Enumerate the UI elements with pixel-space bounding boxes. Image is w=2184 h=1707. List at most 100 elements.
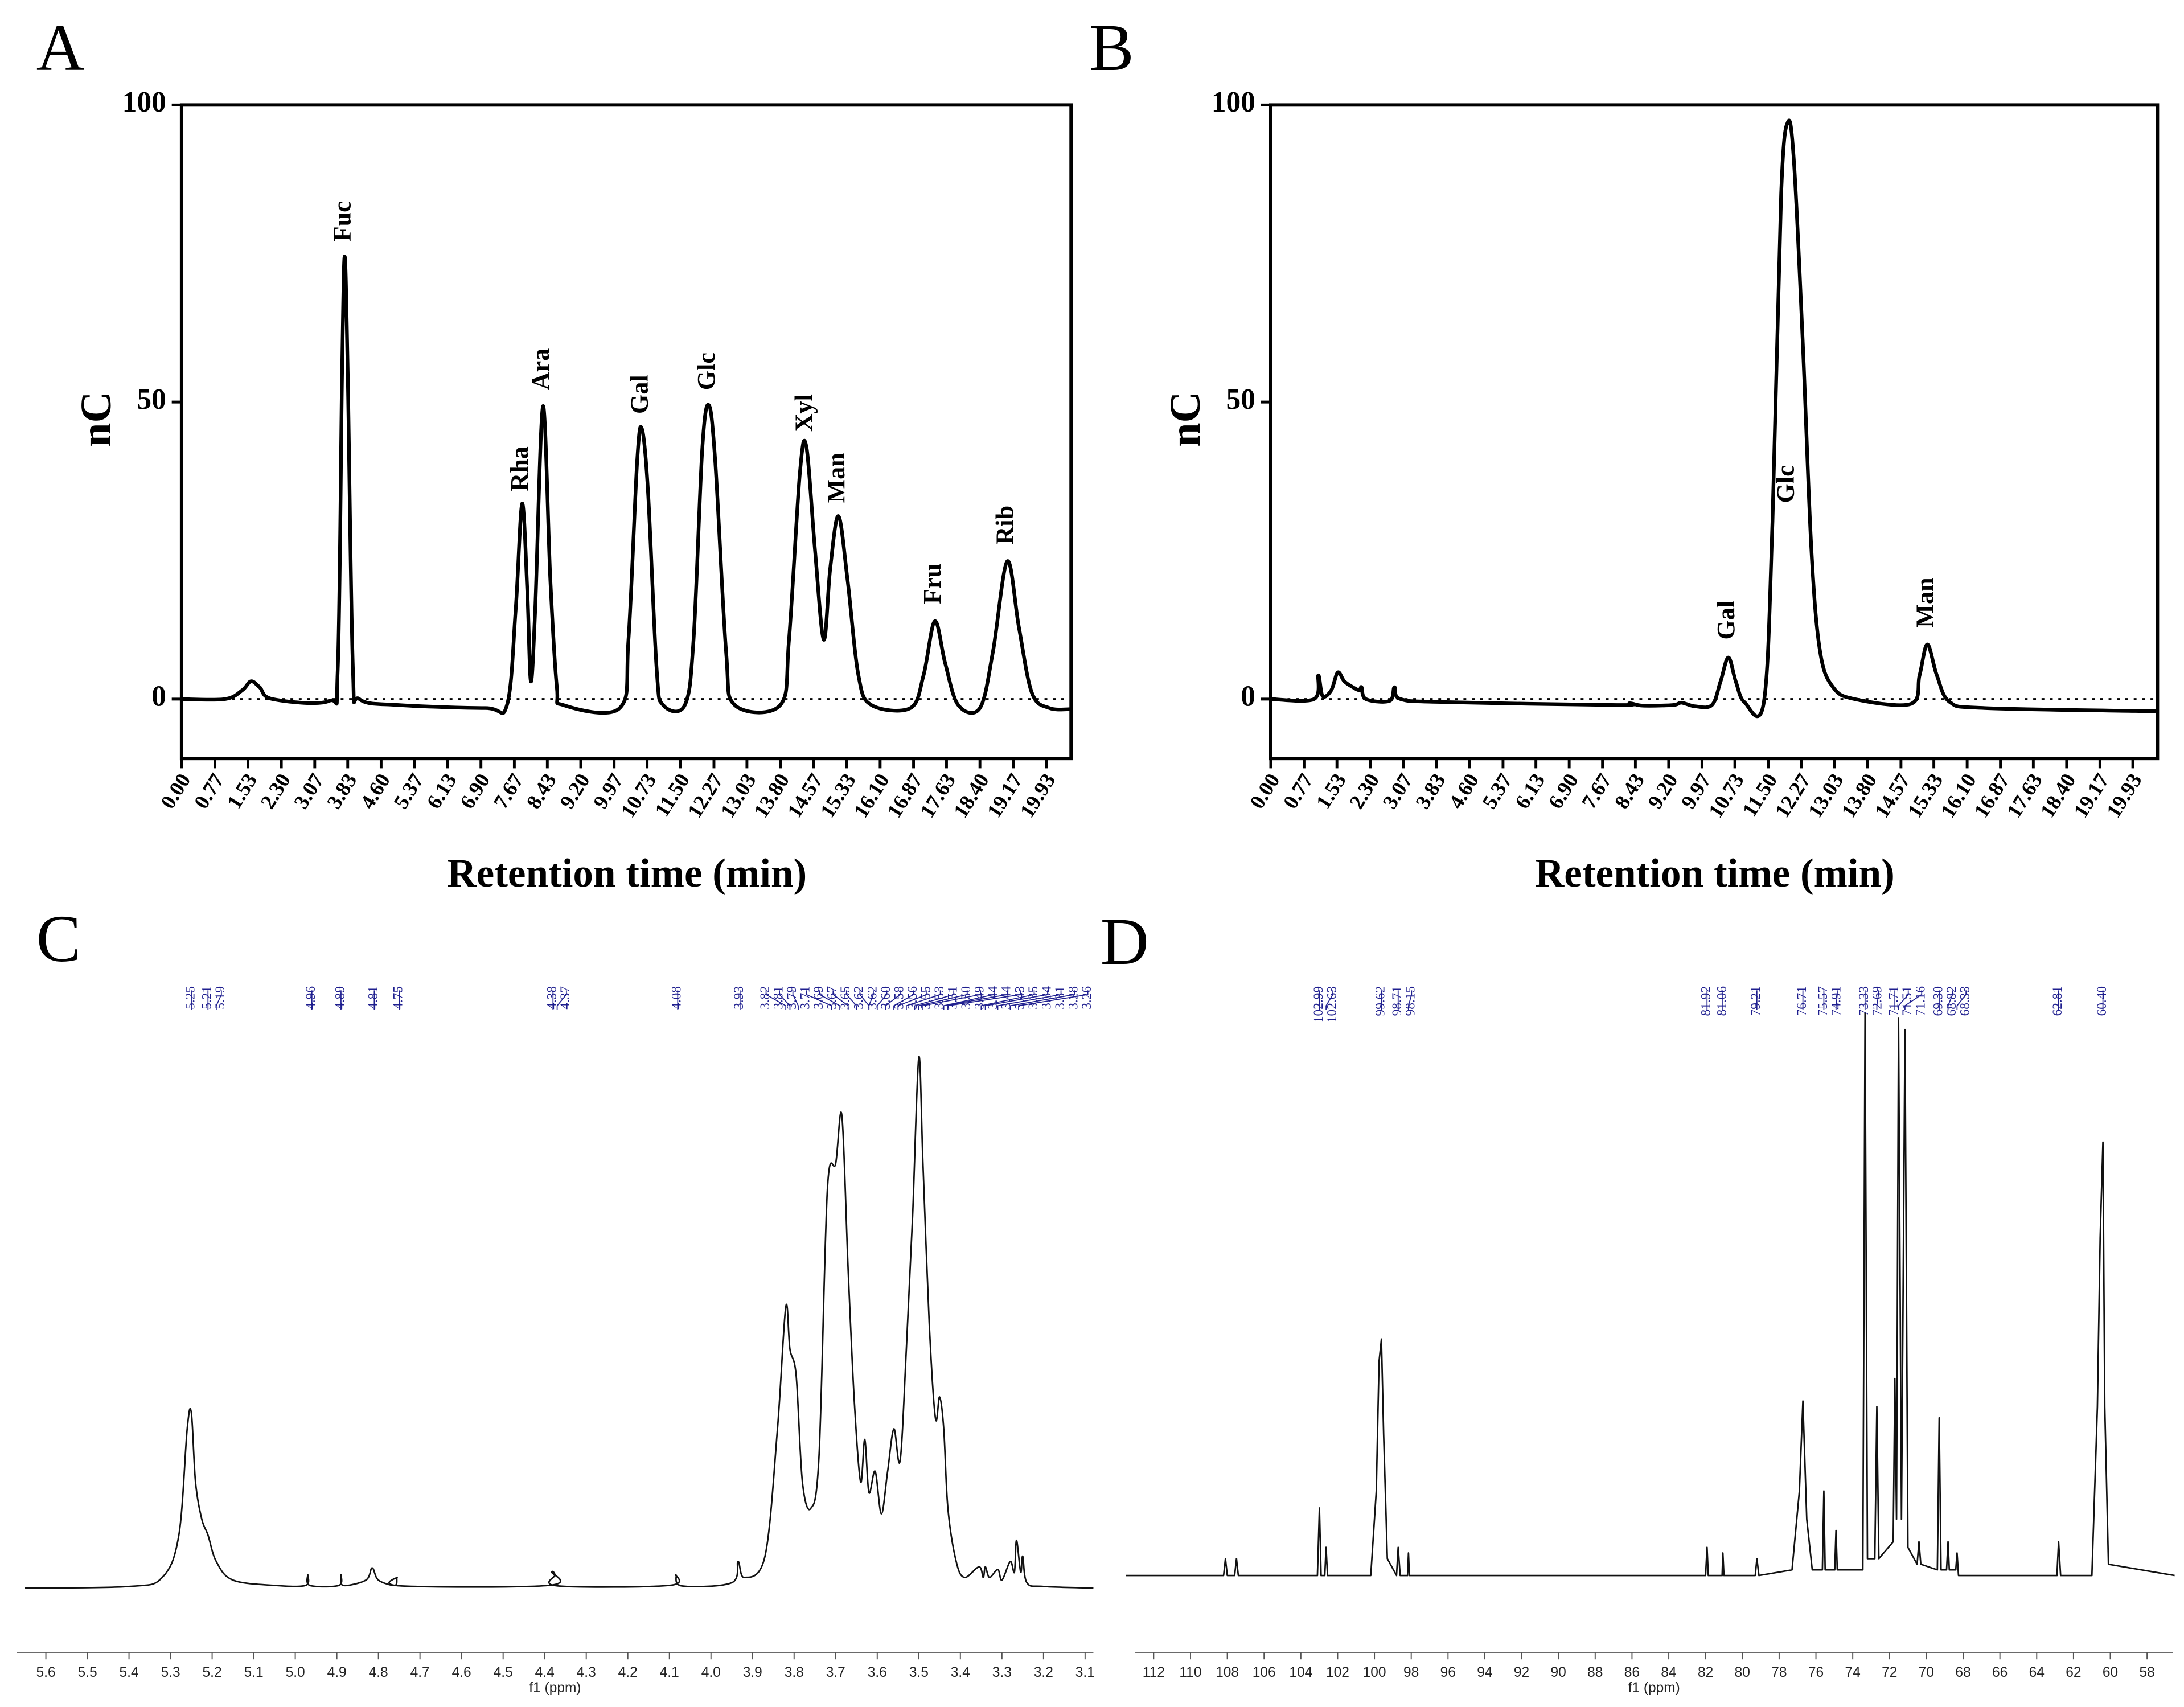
peak-label: 71.71	[1887, 986, 1902, 1016]
y-tick-label: 50	[137, 383, 166, 416]
panel-letter: A	[36, 11, 85, 85]
peak-label: 3.62	[852, 986, 867, 1010]
x-tick-label: 5.6	[36, 1665, 55, 1680]
x-tick-label: 17.63	[916, 769, 960, 822]
peak-connector	[1904, 990, 1923, 1010]
peak-connector	[1018, 990, 1089, 1010]
peak-connector	[1876, 990, 1879, 1010]
x-tick-label: 16.10	[1936, 769, 1981, 822]
peak-label: 3.69	[811, 986, 826, 1010]
x-tick-label: 3.3	[992, 1665, 1012, 1680]
x-tick-label: 6.13	[422, 769, 461, 813]
peak-connector	[819, 990, 840, 1010]
peak-connector	[765, 990, 787, 1010]
peak-label: 79.21	[1748, 986, 1763, 1016]
x-tick-label: 19.93	[2101, 769, 2146, 822]
x-tick-label: 16.10	[849, 769, 894, 822]
y-tick-label: 0	[151, 680, 166, 713]
peak-label: 3.79	[785, 986, 799, 1010]
peak-label: 3.65	[838, 986, 853, 1010]
x-tick-label: 0.77	[189, 769, 228, 813]
peak-label: 71.16	[1914, 986, 1928, 1016]
x-tick-label: 108	[1216, 1665, 1239, 1680]
y-tick-label: 50	[1226, 383, 1255, 416]
x-tick-label: 7.67	[488, 769, 528, 813]
peak-connector	[1325, 990, 1333, 1010]
x-tick-label: 98	[1403, 1665, 1419, 1680]
x-tick-label: 15.33	[1903, 769, 1948, 822]
x-tick-label: 58	[2140, 1665, 2155, 1680]
peak-label: 99.62	[1373, 986, 1388, 1016]
x-tick-label: 4.8	[369, 1665, 388, 1680]
x-tick-label: 18.40	[949, 769, 994, 822]
x-tick-label: 5.1	[244, 1665, 264, 1680]
x-tick-label: 3.7	[826, 1665, 845, 1680]
x-tick-label: 19.17	[2068, 769, 2113, 822]
peak-connector	[1956, 990, 1967, 1010]
x-tick-label: 5.37	[1477, 769, 1517, 813]
x-tick-label: 17.63	[2002, 769, 2047, 822]
peak-annotation: Fuc	[329, 201, 356, 241]
y-tick-label: 100	[122, 86, 166, 118]
peak-connector	[1898, 990, 1909, 1010]
x-tick-label: 92	[1514, 1665, 1529, 1680]
peak-connector	[922, 990, 982, 1010]
peak-label: 4.81	[366, 986, 381, 1010]
y-axis-label: nC	[1161, 392, 1209, 447]
x-tick-label: 84	[1661, 1665, 1676, 1680]
x-tick-label: 76	[1808, 1665, 1824, 1680]
peak-connector	[832, 990, 849, 1010]
x-tick-label: 78	[1771, 1665, 1787, 1680]
peak-connector	[893, 990, 914, 1010]
x-tick-label: 3.83	[322, 769, 362, 813]
x-tick-label: 3.9	[743, 1665, 762, 1680]
x-tick-label: 5.3	[161, 1665, 180, 1680]
x-tick-label: 10.73	[616, 769, 661, 822]
peak-connector	[1407, 990, 1413, 1010]
peak-connector	[845, 990, 857, 1010]
peak-annotation: Man	[822, 453, 850, 503]
x-tick-label: 13.80	[749, 769, 794, 822]
x-tick-label: 1.53	[1311, 769, 1350, 813]
peak-annotation: Man	[1911, 577, 1939, 627]
x-tick-label: 0.00	[1245, 769, 1284, 813]
peak-connector	[779, 990, 791, 1010]
peak-annotation: Glc	[692, 352, 720, 390]
x-tick-label: 4.4	[535, 1665, 555, 1680]
peak-label: 81.92	[1699, 986, 1714, 1016]
peak-connector	[1009, 990, 1075, 1010]
x-tick-label: 4.0	[701, 1665, 721, 1680]
x-tick-label: 3.2	[1034, 1665, 1053, 1680]
x-tick-label: 112	[1143, 1665, 1165, 1680]
x-tick-label: 4.9	[327, 1665, 347, 1680]
peak-connector	[556, 990, 567, 1010]
peak-label: 75.57	[1816, 986, 1830, 1016]
y-axis-label: nC	[72, 392, 120, 447]
x-tick-label: 2.30	[256, 769, 295, 813]
peak-label: 76.71	[1795, 986, 1809, 1016]
x-tick-label: 70	[1919, 1665, 1934, 1680]
peak-label: 69.30	[1931, 986, 1945, 1016]
x-tick-label: 8.43	[522, 769, 561, 813]
x-tick-label: 3.07	[289, 769, 329, 813]
x-tick-label: 60	[2103, 1665, 2118, 1680]
x-tick-label: 3.1	[1075, 1665, 1095, 1680]
peak-annotation: Ara	[527, 348, 555, 391]
x-axis-label: Retention time (min)	[1535, 851, 1895, 896]
peak-connector	[918, 990, 968, 1010]
peak-label: 68.82	[1944, 986, 1959, 1016]
peak-connector	[868, 990, 874, 1010]
x-tick-label: 106	[1253, 1665, 1276, 1680]
x-tick-label: 68	[1955, 1665, 1970, 1680]
x-axis-label: f1 (ppm)	[529, 1680, 581, 1696]
y-tick-label: 100	[1212, 86, 1255, 118]
x-tick-label: 66	[1992, 1665, 2008, 1680]
x-tick-label: 18.40	[2035, 769, 2080, 822]
data-line	[181, 255, 1072, 715]
x-tick-label: 82	[1698, 1665, 1713, 1680]
peak-connector	[792, 990, 799, 1010]
x-tick-label: 6.90	[1543, 769, 1583, 813]
peak-label: 98.71	[1390, 986, 1405, 1016]
peak-connector	[885, 990, 901, 1010]
